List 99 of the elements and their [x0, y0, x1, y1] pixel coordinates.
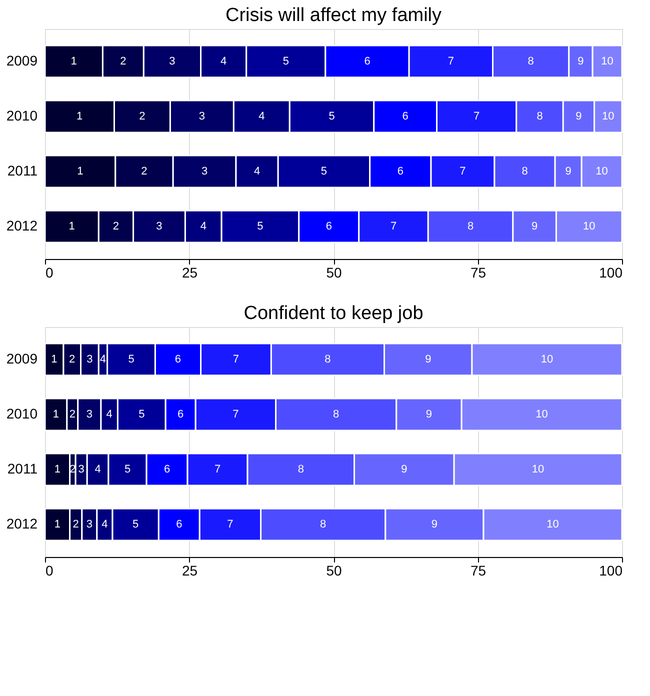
series-label: 5 — [320, 166, 328, 178]
text: 3 — [169, 55, 176, 68]
text: 1 — [54, 518, 60, 531]
series-label: 9 — [426, 408, 432, 420]
text: 5 — [124, 464, 131, 476]
text: 4 — [106, 408, 112, 420]
text: 3 — [86, 353, 93, 366]
x-tick-label: 0 — [46, 264, 54, 280]
text: 10 — [546, 518, 559, 531]
x-tick-label: 100 — [599, 562, 623, 578]
text: 6 — [176, 518, 182, 531]
text: 6 — [326, 220, 332, 233]
y-tick-label: 2009 — [6, 350, 38, 366]
text: 1 — [76, 110, 83, 122]
series-label: 7 — [232, 408, 239, 420]
text: 3 — [86, 408, 92, 420]
text: 4 — [94, 464, 101, 476]
x-tick-label: 25 — [182, 264, 198, 280]
text: 5 — [128, 353, 134, 366]
y-tick-label: 2011 — [7, 162, 38, 179]
series-label: 6 — [397, 166, 404, 178]
text: 3 — [156, 220, 162, 233]
series-label: 3 — [201, 166, 208, 178]
text: 9 — [425, 353, 432, 366]
y-tick-label: 2011 — [7, 460, 38, 477]
text: 2 — [72, 518, 79, 531]
text: 9 — [565, 166, 572, 178]
text: 9 — [576, 110, 582, 122]
y-tick-label: 2010 — [6, 405, 38, 422]
series-label: 7 — [460, 166, 466, 178]
x-tick-label: 50 — [326, 264, 342, 280]
text: 10 — [540, 353, 554, 366]
text: 5 — [328, 110, 335, 122]
text: 7 — [214, 464, 221, 476]
text: 5 — [257, 220, 264, 233]
text: 6 — [364, 55, 370, 68]
y-tick-label: 2009 — [6, 52, 38, 68]
text: 2 — [139, 110, 146, 122]
text: 9 — [431, 518, 438, 531]
series-label: 3 — [78, 464, 84, 476]
series-label: 10 — [536, 408, 548, 420]
chart-title: Confident to keep job — [244, 303, 424, 324]
text: 1 — [70, 55, 77, 68]
series-label: 2 — [141, 166, 148, 178]
text: 7 — [448, 55, 454, 68]
series-label: 1 — [77, 166, 84, 178]
text: 4 — [102, 518, 108, 531]
series-label: 4 — [254, 166, 260, 178]
series-label: 6 — [178, 408, 184, 420]
text: 10 — [582, 220, 596, 233]
y-tick-label: 2012 — [6, 516, 38, 532]
text: 9 — [532, 220, 538, 233]
text: 5 — [132, 518, 139, 531]
text: 4 — [200, 220, 206, 233]
text: 8 — [467, 220, 474, 233]
series-label: 1 — [51, 353, 58, 366]
text: 4 — [258, 110, 265, 122]
text: 10 — [601, 55, 614, 68]
text: 6 — [174, 353, 182, 366]
x-tick-label: 50 — [326, 562, 342, 578]
text: 7 — [474, 110, 480, 122]
text: 8 — [320, 518, 326, 531]
text: 4 — [220, 55, 227, 68]
text: 8 — [536, 110, 543, 122]
text: 1 — [68, 220, 75, 233]
x-tick-label: 100 — [599, 264, 623, 280]
text: 7 — [227, 518, 234, 531]
text: 10 — [596, 166, 608, 178]
text: 5 — [282, 55, 289, 68]
text: 3 — [198, 110, 206, 122]
text: 1 — [54, 464, 60, 476]
series-label: 5 — [138, 408, 145, 420]
text: 7 — [390, 220, 397, 233]
text: 8 — [324, 353, 331, 366]
series-label: 8 — [522, 166, 528, 178]
series-label: 10 — [602, 110, 614, 122]
text: 10 — [532, 464, 544, 476]
x-tick-label: 75 — [470, 264, 486, 280]
y-tick-label: 2010 — [6, 107, 38, 124]
text: 8 — [298, 464, 304, 476]
chart-title: Crisis will affect my family — [225, 5, 442, 26]
series-label: 4 — [100, 353, 106, 366]
x-tick-label: 0 — [46, 562, 54, 578]
text: 6 — [164, 464, 170, 476]
text: 3 — [86, 518, 92, 531]
text: 6 — [402, 110, 408, 122]
series-label: 8 — [333, 408, 340, 420]
text: 2 — [120, 55, 126, 68]
text: 1 — [52, 408, 60, 420]
series-label: 9 — [578, 55, 584, 68]
text: 9 — [401, 464, 408, 476]
text: 2 — [69, 408, 76, 420]
text: 2 — [112, 220, 120, 233]
text: 8 — [528, 55, 534, 68]
text: 2 — [69, 353, 76, 366]
y-tick-label: 2012 — [6, 218, 38, 234]
x-tick-label: 25 — [182, 562, 198, 578]
x-tick-label: 75 — [470, 562, 486, 578]
text: 7 — [232, 353, 240, 366]
